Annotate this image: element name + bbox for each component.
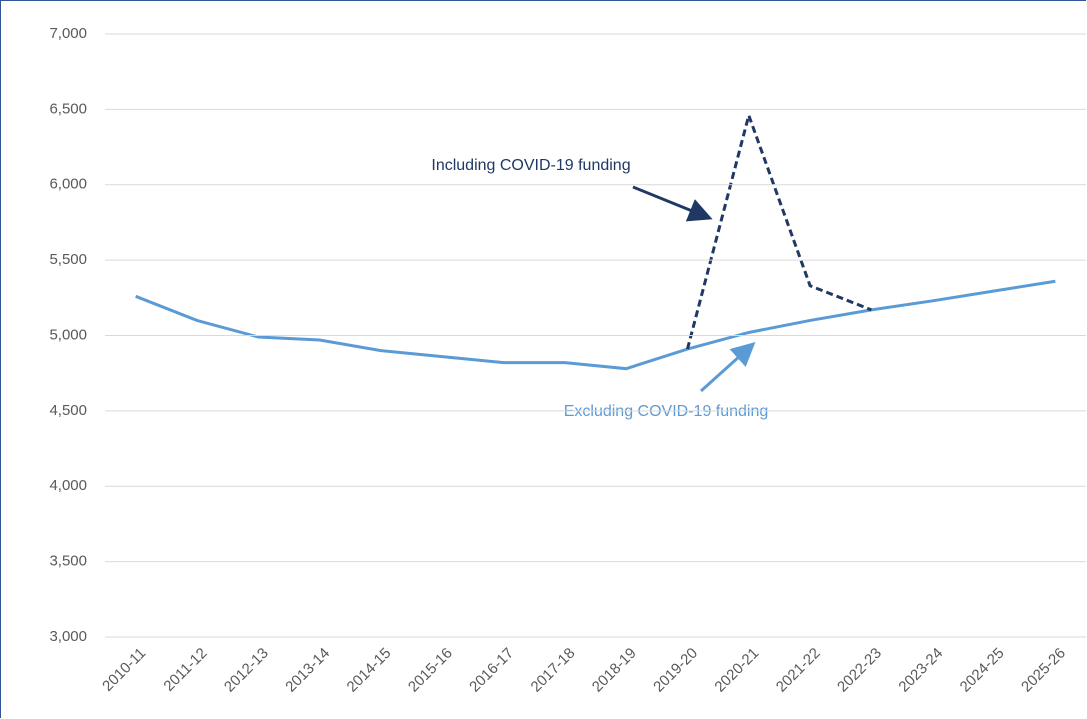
x-tick-label: 2014-15 [344,645,395,696]
x-tick-label: 2025-26 [1018,645,1069,696]
y-tick-label: 4,500 [49,402,87,419]
x-tick-label: 2023-24 [895,645,946,696]
x-tick-label: 2020-21 [711,645,762,696]
x-tick-label: 2019-20 [650,645,701,696]
y-tick-label: 5,000 [49,326,87,343]
annotation: Excluding COVID-19 funding [564,403,769,420]
y-tick-label: 6,000 [49,176,87,193]
x-tick-label: 2018-19 [589,645,640,696]
y-tick-label: 3,500 [49,553,87,570]
x-tick-label: 2012-13 [221,645,272,696]
annotation: Including COVID-19 funding [431,157,630,174]
x-tick-label: 2011-12 [160,645,210,695]
x-tick-label: 2015-16 [405,645,456,696]
x-tick-label: 2022-23 [834,645,885,696]
annotation-arrow [699,341,756,393]
x-tick-label: 2010-11 [99,645,149,695]
series-line [686,110,872,350]
y-tick-label: 5,500 [49,251,87,268]
x-tick-label: 2016-17 [466,645,517,696]
x-tick-label: 2017-18 [528,645,579,696]
annotation-arrow [632,185,713,222]
series-line [135,279,1056,371]
y-tick-label: 6,500 [49,100,87,117]
y-tick-label: 3,000 [49,628,87,645]
x-tick-label: 2013-14 [282,645,333,696]
y-tick-label: 4,000 [49,477,87,494]
y-tick-label: 7,000 [49,25,87,42]
x-tick-label: 2021-22 [773,645,824,696]
x-tick-label: 2024-25 [957,645,1008,696]
